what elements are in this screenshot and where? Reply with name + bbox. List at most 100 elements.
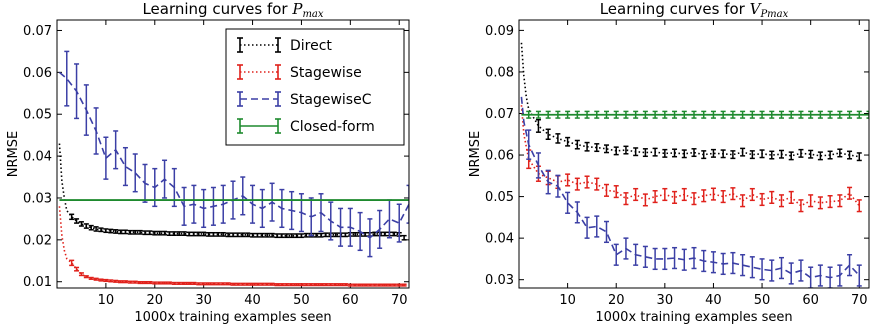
- error-bar: [642, 148, 648, 158]
- error-bar: [215, 231, 221, 237]
- error-bar: [289, 190, 295, 231]
- error-bar: [284, 283, 290, 287]
- error-bar: [103, 136, 109, 180]
- error-bar: [827, 266, 833, 288]
- error-bar: [406, 184, 409, 224]
- error-bar: [856, 152, 862, 162]
- error-bar: [740, 254, 746, 277]
- error-bar: [691, 246, 697, 270]
- error-bar: [294, 283, 300, 287]
- legend-item-closed-form: Closed-form: [237, 118, 375, 135]
- error-bar: [235, 282, 241, 286]
- error-bar: [196, 282, 202, 286]
- error-bar: [308, 197, 314, 237]
- error-bar: [827, 150, 833, 160]
- error-bar: [328, 283, 334, 287]
- error-bar: [555, 133, 561, 144]
- error-bar: [127, 280, 133, 284]
- error-bar: [633, 110, 639, 119]
- error-bar: [338, 207, 344, 247]
- series-stagewise: [520, 105, 862, 213]
- error-bar: [274, 283, 280, 287]
- error-bar: [171, 231, 177, 236]
- error-bar: [289, 233, 295, 239]
- error-bar: [259, 232, 265, 238]
- error-bar: [347, 283, 353, 287]
- error-bar: [230, 232, 236, 238]
- error-bar: [338, 283, 344, 287]
- error-bar: [171, 281, 177, 285]
- error-bar: [333, 283, 339, 287]
- error-bar: [574, 201, 580, 224]
- error-bar: [691, 110, 697, 119]
- error-bar: [584, 110, 590, 119]
- error-bar: [584, 175, 590, 189]
- error-bar: [269, 182, 275, 222]
- error-bar: [613, 146, 619, 156]
- error-bar: [701, 249, 707, 273]
- chart-panel-2: Learning curves for VPmax 1000x training …: [468, 0, 870, 325]
- error-bar: [254, 282, 260, 286]
- error-bar: [837, 264, 843, 287]
- legend: Direct Stagewise StagewiseC Closed-form: [225, 28, 405, 146]
- series-stagewise: [58, 206, 407, 287]
- error-bar: [230, 282, 236, 286]
- error-bar: [730, 150, 736, 160]
- axes-frame: [518, 19, 870, 289]
- error-bar: [186, 281, 192, 285]
- error-bar: [642, 245, 648, 268]
- error-bar: [652, 147, 658, 157]
- error-bar: [137, 280, 143, 285]
- error-bar: [633, 187, 639, 202]
- error-bar: [672, 246, 678, 270]
- legend-label: Closed-form: [290, 119, 375, 135]
- error-bar: [798, 259, 804, 282]
- x-tick-label: 30: [195, 293, 212, 308]
- series-direct: [520, 42, 862, 162]
- error-bar: [352, 283, 358, 287]
- error-bar: [837, 110, 843, 119]
- error-bar: [93, 226, 99, 232]
- error-bar: [382, 283, 388, 287]
- x-tick-label: 40: [705, 293, 722, 308]
- error-bar: [759, 192, 765, 207]
- error-bar: [623, 110, 629, 119]
- error-bar: [769, 190, 775, 204]
- error-bar: [225, 232, 231, 238]
- error-bar: [328, 201, 334, 241]
- error-bar: [313, 283, 319, 287]
- error-bar: [186, 231, 192, 237]
- error-bar: [720, 149, 726, 159]
- error-bar: [847, 186, 853, 200]
- error-bar: [284, 233, 290, 239]
- error-bar: [526, 129, 532, 160]
- error-bar: [749, 110, 755, 119]
- error-bar: [210, 186, 216, 226]
- error-bar: [196, 231, 202, 237]
- error-bar: [594, 215, 600, 238]
- error-bar: [817, 264, 823, 287]
- error-bar: [749, 256, 755, 279]
- error-bar: [817, 196, 823, 210]
- error-bar: [240, 176, 246, 216]
- legend-item-stagewise: Stagewise: [237, 64, 362, 81]
- plot-area: [520, 42, 869, 288]
- y-tick-label: 0.03: [485, 273, 514, 288]
- error-bar: [162, 159, 168, 199]
- x-tick-label: 40: [244, 293, 261, 308]
- x-tick-label: 20: [608, 293, 625, 308]
- error-bar: [264, 282, 270, 286]
- error-bar: [132, 280, 138, 284]
- y-tick-label: 0.05: [23, 108, 52, 123]
- error-bar: [377, 283, 383, 287]
- error-bar: [347, 207, 353, 247]
- error-bar: [396, 283, 402, 287]
- error-bar: [147, 230, 153, 236]
- error-bar: [535, 118, 541, 133]
- error-bar: [166, 231, 172, 236]
- error-bar: [613, 110, 619, 119]
- error-bar: [662, 247, 668, 271]
- y-tick-label: 0.04: [23, 150, 52, 165]
- error-bar: [142, 230, 148, 236]
- error-bar: [181, 231, 187, 236]
